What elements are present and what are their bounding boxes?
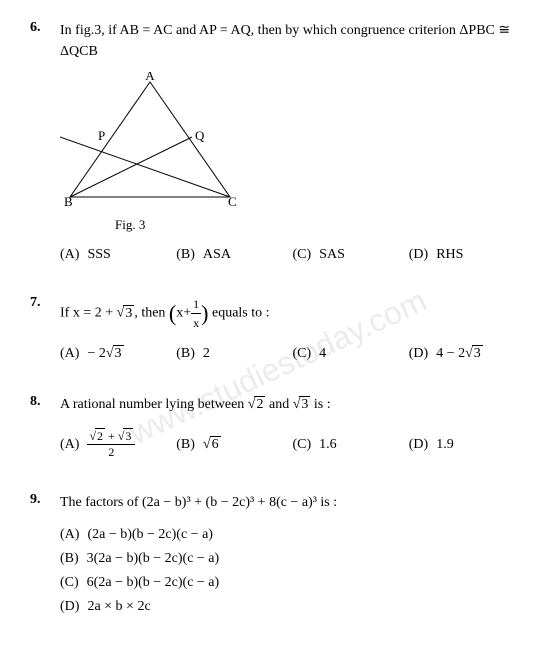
line-pc (60, 137, 230, 197)
option-label: (B) (176, 247, 195, 263)
question-body: If x = 2 + √3, then (x+1x) equals to : (… (60, 295, 525, 366)
option-label: (A) (60, 527, 79, 543)
option-value: RHS (436, 247, 463, 263)
option-b: (B) 2 (176, 342, 292, 366)
option-value: 4 − 2√3 (436, 346, 483, 362)
option-value: 2a × b × 2c (87, 599, 150, 615)
option-a: (A) (2a − b)(b − 2c)(c − a) (60, 523, 525, 547)
option-b: (B) √6 (176, 425, 292, 464)
option-label: (C) (293, 247, 312, 263)
text-pre: A rational number lying between (60, 397, 248, 412)
label-b: B (64, 194, 73, 209)
option-label: (A) (60, 437, 79, 453)
options: (A) (2a − b)(b − 2c)(c − a) (B) 3(2a − b)(… (60, 523, 525, 619)
options: (A) √2 + √3 2 (B) √6 (C) 1.6 (D) 1.9 (60, 425, 525, 464)
question-number: 7. (30, 295, 60, 311)
option-label: (C) (293, 346, 312, 362)
question-number: 8. (30, 394, 60, 410)
text-post: is : (310, 397, 330, 412)
option-b: (B) 3(2a − b)(b − 2c)(c − a) (60, 547, 525, 571)
text-and: and (265, 397, 292, 412)
option-d: (D) 2a × b × 2c (60, 595, 525, 619)
option-value: 1.6 (319, 437, 337, 453)
fraction: 1x (191, 295, 201, 332)
option-d: (D) RHS (409, 243, 525, 267)
expr-x: x+ (176, 306, 191, 321)
question-text: If x = 2 + √3, then (x+1x) equals to : (60, 295, 525, 332)
frac-num: 1 (191, 295, 201, 314)
option-label: (A) (60, 346, 79, 362)
question-text: In fig.3, if AB = AC and AP = AQ, then b… (60, 20, 525, 62)
option-c: (C) 4 (293, 342, 409, 366)
option-label: (C) (293, 437, 312, 453)
question-body: In fig.3, if AB = AC and AP = AQ, then b… (60, 20, 525, 267)
question-number: 9. (30, 492, 60, 508)
question-9: 9. The factors of (2a − b)³ + (b − 2c)³ … (30, 492, 525, 619)
option-label: (D) (60, 599, 79, 615)
option-label: (D) (409, 247, 428, 263)
option-a: (A) SSS (60, 243, 176, 267)
option-value: 2 (203, 346, 210, 362)
option-value: ASA (203, 247, 231, 263)
option-value: 1.9 (436, 437, 454, 453)
option-a: (A) − 2√3 (60, 342, 176, 366)
question-body: The factors of (2a − b)³ + (b − 2c)³ + 8… (60, 492, 525, 619)
frac-den: x (191, 314, 201, 332)
option-label: (B) (176, 437, 195, 453)
question-6: 6. In fig.3, if AB = AC and AP = AQ, the… (30, 20, 525, 267)
option-c: (C) SAS (293, 243, 409, 267)
option-label: (C) (60, 575, 79, 591)
option-value: 4 (319, 346, 326, 362)
sqrt-2: 2 (254, 396, 265, 412)
option-label: (B) (60, 551, 79, 567)
question-text: A rational number lying between √2 and √… (60, 394, 525, 415)
option-c: (C) 1.6 (293, 425, 409, 464)
option-value: SSS (87, 247, 110, 263)
paren-right: ) (201, 301, 208, 326)
option-d: (D) 4 − 2√3 (409, 342, 525, 366)
option-label: (D) (409, 437, 428, 453)
question-body: A rational number lying between √2 and √… (60, 394, 525, 464)
options: (A) SSS (B) ASA (C) SAS (D) RHS (60, 243, 525, 267)
triangle-abc (70, 82, 230, 197)
option-value: (2a − b)(b − 2c)(c − a) (87, 527, 213, 543)
text-pre: If x = 2 + (60, 306, 117, 321)
options: (A) − 2√3 (B) 2 (C) 4 (D) 4 − 2√3 (60, 342, 525, 366)
text-mid: , then (134, 306, 169, 321)
option-value: SAS (319, 247, 345, 263)
option-a: (A) √2 + √3 2 (60, 425, 176, 464)
label-p: P (98, 128, 105, 143)
text-post: equals to : (212, 306, 270, 321)
triangle-figure: A B C P Q Fig. 3 (60, 72, 525, 233)
figure-caption: Fig. 3 (115, 217, 525, 233)
option-label: (B) (176, 346, 195, 362)
option-c: (C) 6(2a − b)(b − 2c)(c − a) (60, 571, 525, 595)
option-label: (D) (409, 346, 428, 362)
frac-den: 2 (87, 445, 135, 460)
question-text: The factors of (2a − b)³ + (b − 2c)³ + 8… (60, 492, 525, 513)
sqrt-3: 3 (123, 305, 134, 321)
option-value: − 2√3 (87, 346, 123, 362)
label-q: Q (195, 128, 205, 143)
fraction: √2 + √3 2 (87, 429, 135, 460)
line-qb (70, 137, 192, 197)
option-value: 3(2a − b)(b − 2c)(c − a) (87, 551, 220, 567)
label-a: A (145, 72, 155, 83)
option-value: √6 (203, 437, 221, 453)
option-d: (D) 1.9 (409, 425, 525, 464)
option-value: 6(2a − b)(b − 2c)(c − a) (87, 575, 220, 591)
option-b: (B) ASA (176, 243, 292, 267)
question-number: 6. (30, 20, 60, 36)
frac-num: √2 + √3 (87, 429, 135, 445)
question-7: 7. If x = 2 + √3, then (x+1x) equals to … (30, 295, 525, 366)
sqrt-3: 3 (299, 396, 310, 412)
question-8: 8. A rational number lying between √2 an… (30, 394, 525, 464)
option-label: (A) (60, 247, 79, 263)
label-c: C (228, 194, 237, 209)
